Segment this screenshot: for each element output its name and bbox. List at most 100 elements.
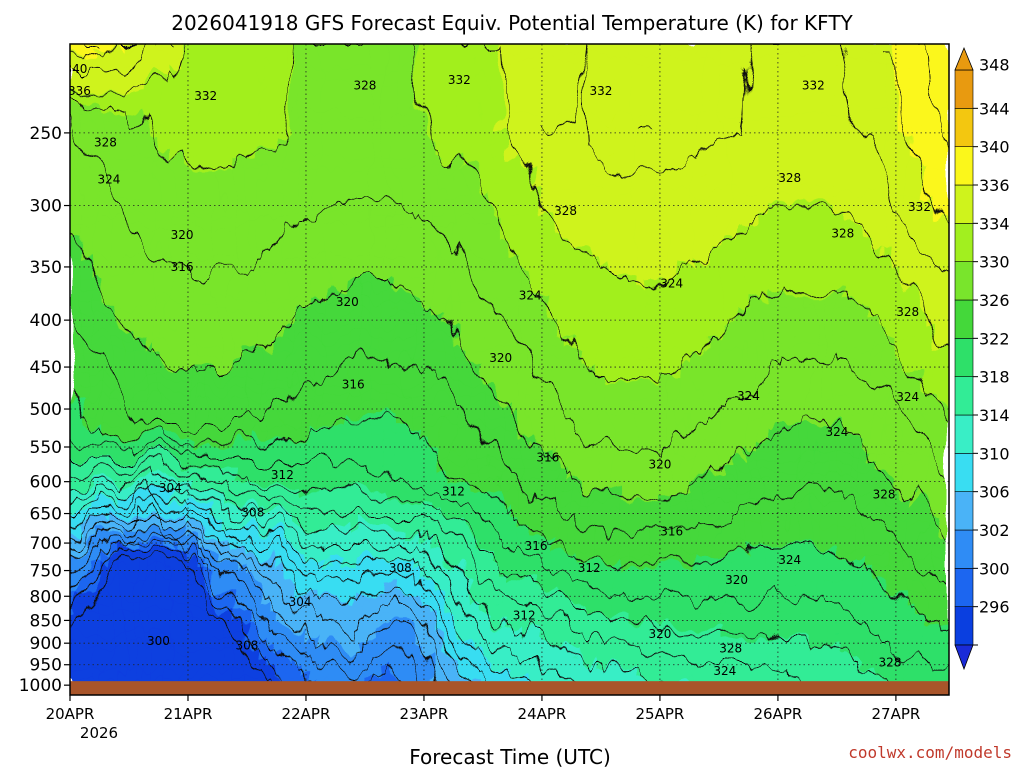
field-cell <box>245 480 259 493</box>
field-cell <box>408 658 423 671</box>
field-cell <box>797 424 812 437</box>
field-cell <box>408 202 423 215</box>
field-cell <box>257 168 272 182</box>
field-cell <box>207 391 222 404</box>
field-cell <box>94 79 109 93</box>
field-cell <box>659 313 674 326</box>
field-cell <box>483 669 498 682</box>
field-cell <box>308 446 322 459</box>
field-cell <box>509 446 523 459</box>
field-cell <box>245 580 259 593</box>
field-cell <box>169 491 184 504</box>
field-cell <box>408 546 423 559</box>
field-cell <box>810 480 824 493</box>
field-cell <box>169 91 184 104</box>
contour-label-17: 324 <box>519 288 542 302</box>
field-cell <box>647 202 661 215</box>
field-cell <box>182 480 197 493</box>
field-cell <box>245 102 259 115</box>
field-cell <box>433 324 448 337</box>
contour-line-334 <box>70 44 949 419</box>
field-cell <box>709 557 724 571</box>
field-cell <box>559 569 573 582</box>
field-cell <box>609 613 624 626</box>
field-cell <box>395 168 410 182</box>
field-cell <box>584 569 598 582</box>
field-cell <box>772 124 787 137</box>
field-cell <box>848 113 862 126</box>
field-cell <box>835 602 850 615</box>
field-cell <box>672 79 686 93</box>
field-cell <box>885 257 900 270</box>
field-cell <box>107 68 121 81</box>
field-cell <box>257 658 272 671</box>
field-cell <box>207 413 222 426</box>
field-cell <box>910 180 925 193</box>
field-cell <box>509 613 523 626</box>
field-cell <box>333 402 347 415</box>
field-cell <box>483 246 498 259</box>
field-cell <box>647 68 661 81</box>
field-cell <box>810 91 824 104</box>
field-cell <box>835 369 850 382</box>
colorbar-swatch-340 <box>954 146 974 186</box>
field-cell <box>609 658 624 671</box>
field-cell <box>659 124 674 137</box>
field-cell <box>144 569 159 582</box>
field-cell <box>132 569 146 582</box>
field-cell <box>333 268 347 282</box>
field-cell <box>220 480 234 493</box>
field-cell <box>496 268 510 282</box>
field-cell <box>458 68 473 81</box>
field-cell <box>709 280 724 293</box>
field-cell <box>308 324 322 337</box>
field-cell <box>408 457 423 471</box>
field-cell <box>295 524 310 537</box>
field-cell <box>446 91 460 104</box>
field-cell <box>622 613 636 626</box>
field-cell <box>709 268 724 282</box>
field-cell <box>119 569 134 582</box>
field-cell <box>521 44 536 48</box>
field-cell <box>433 535 448 548</box>
field-cell <box>144 457 159 471</box>
field-cell <box>333 391 347 404</box>
field-cell <box>270 202 284 215</box>
field-cell <box>546 124 561 137</box>
field-cell <box>596 324 611 337</box>
field-cell <box>119 580 134 593</box>
field-cell <box>232 324 247 337</box>
field-cell <box>684 669 699 682</box>
field-cell <box>446 546 460 559</box>
field-cell <box>144 513 159 526</box>
field-cell <box>735 213 749 226</box>
field-cell <box>119 380 134 393</box>
field-cell <box>760 646 774 660</box>
field-cell <box>345 513 360 526</box>
field-cell <box>295 557 310 571</box>
field-cell <box>835 44 850 48</box>
field-cell <box>835 291 850 304</box>
field-cell <box>571 346 586 359</box>
field-cell <box>383 335 397 348</box>
field-cell <box>785 457 799 471</box>
field-cell <box>521 335 536 348</box>
field-cell <box>107 57 121 70</box>
field-cell <box>772 413 787 426</box>
field-cell <box>684 302 699 315</box>
x-tick-label-20APR: 20APR <box>46 705 95 723</box>
field-cell <box>207 313 222 326</box>
field-cell <box>797 213 812 226</box>
field-cell <box>320 46 335 59</box>
field-cell <box>634 157 649 170</box>
field-cell <box>119 313 134 326</box>
field-cell <box>358 257 372 270</box>
field-cell <box>308 79 322 93</box>
field-cell <box>408 268 423 282</box>
field-cell <box>270 491 284 504</box>
field-cell <box>935 646 949 660</box>
field-cell <box>521 79 536 93</box>
field-cell <box>873 602 887 615</box>
field-cell <box>797 291 812 304</box>
field-cell <box>923 235 937 248</box>
